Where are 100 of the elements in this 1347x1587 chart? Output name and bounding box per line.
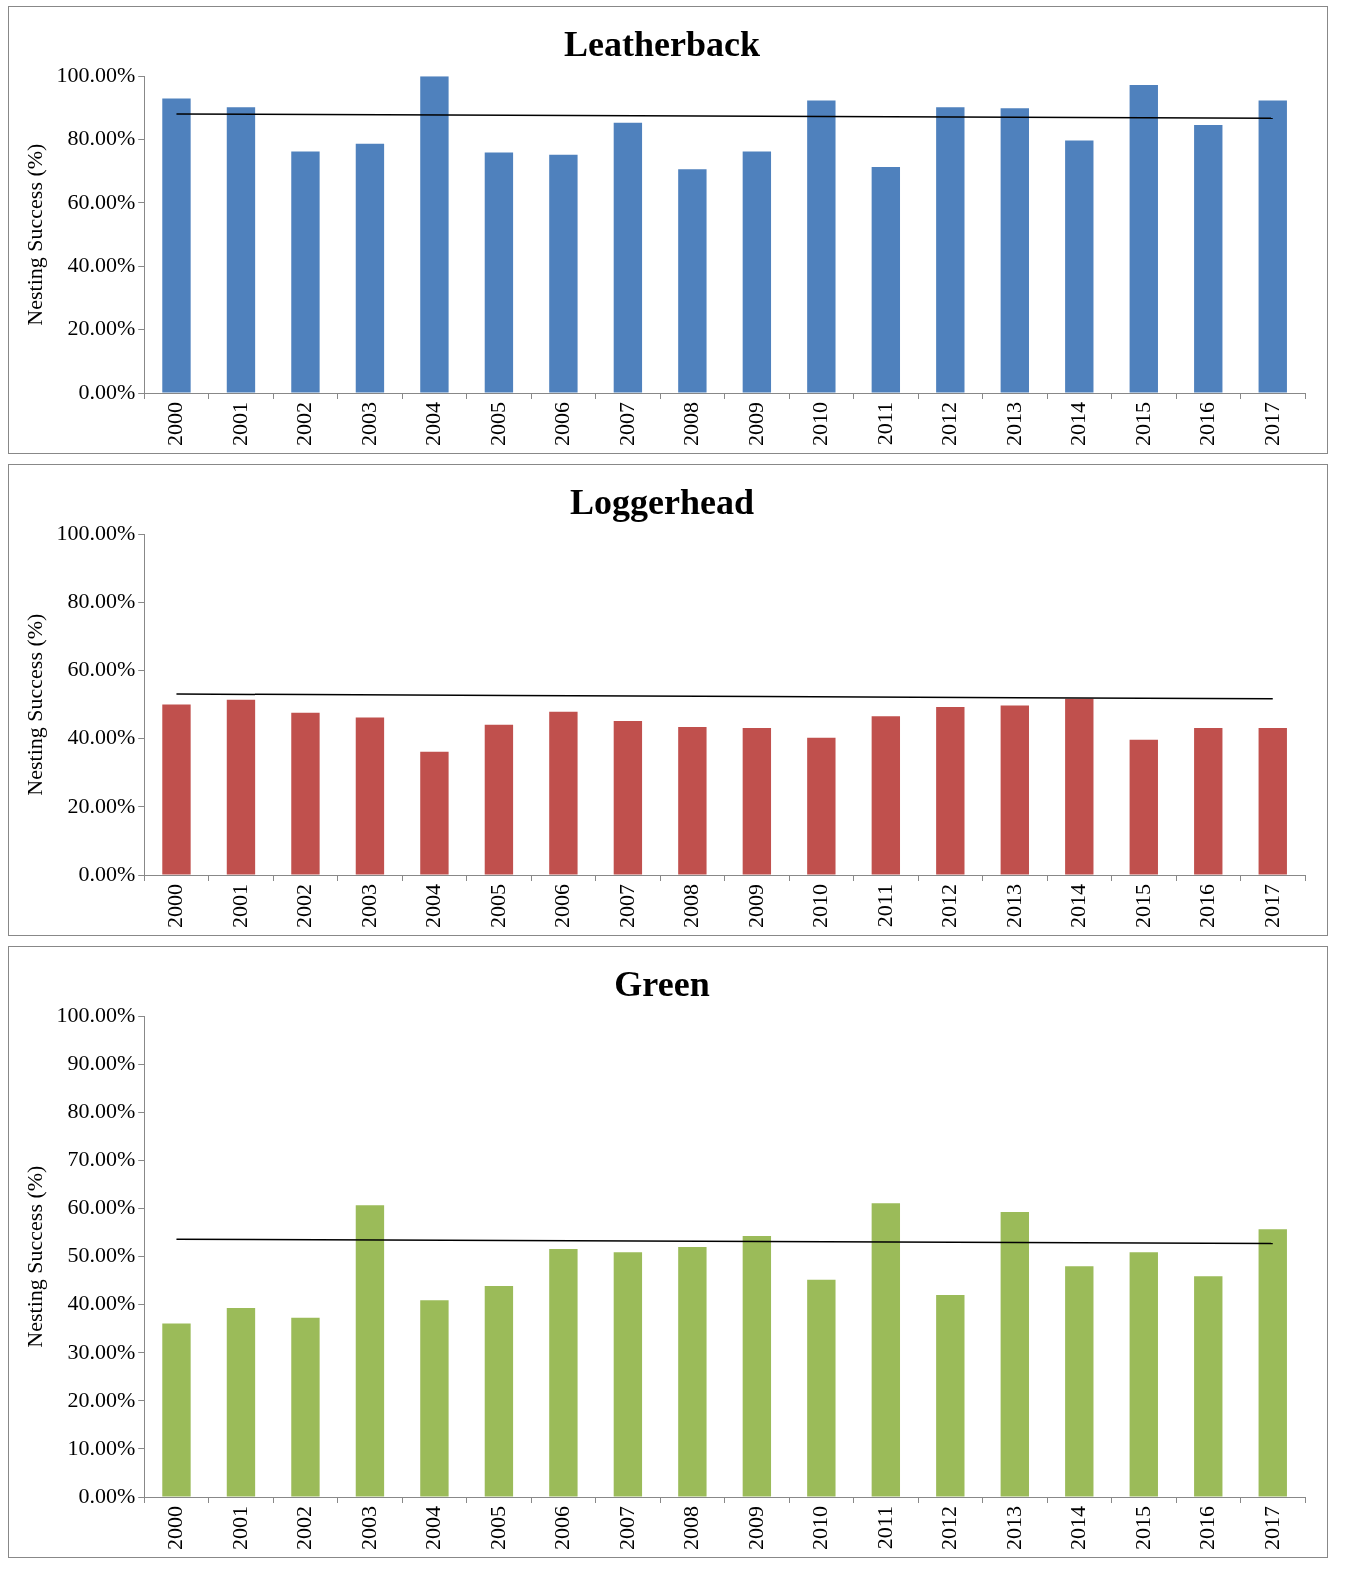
- y-tick-label: 40.00%: [67, 1290, 136, 1316]
- bar: [484, 1285, 514, 1497]
- y-tick-label: 60.00%: [67, 188, 136, 214]
- bar: [1258, 1229, 1287, 1497]
- x-tick-label: 2009: [742, 884, 768, 928]
- x-tick-label: 2011: [871, 402, 897, 446]
- x-tick-label: 2003: [355, 1506, 381, 1550]
- bar: [1000, 705, 1029, 875]
- bar: [226, 107, 256, 393]
- x-tick-label: 2007: [613, 1506, 639, 1550]
- x-tick-label: 2002: [291, 402, 317, 446]
- bar: [1258, 100, 1287, 393]
- y-tick-label: 80.00%: [67, 588, 136, 614]
- x-tick-label: 2016: [1194, 884, 1220, 928]
- y-tick-label: 0.00%: [78, 1482, 136, 1508]
- x-tick-label: 2007: [613, 884, 639, 928]
- bar: [742, 1235, 772, 1497]
- bar: [291, 1317, 320, 1497]
- x-tick-label: 2015: [1129, 402, 1155, 446]
- bar: [162, 1323, 191, 1497]
- bar: [1129, 1252, 1158, 1497]
- x-tick-label: 2009: [742, 402, 768, 446]
- bar: [484, 724, 514, 875]
- y-tick-label: 0.00%: [78, 378, 136, 404]
- x-tick-label: 2014: [1065, 402, 1091, 446]
- bar: [807, 737, 836, 875]
- bar: [936, 1295, 965, 1497]
- bar: [1194, 124, 1223, 393]
- bar: [613, 1252, 643, 1497]
- y-tick-label: 40.00%: [67, 252, 136, 278]
- x-tick-label: 2002: [291, 884, 317, 928]
- bar: [613, 720, 643, 875]
- x-tick-label: 2008: [678, 402, 704, 446]
- y-tick-label: 60.00%: [67, 656, 136, 682]
- x-tick-label: 2017: [1258, 884, 1284, 928]
- bar: [1194, 728, 1223, 875]
- bar: [613, 122, 643, 393]
- x-tick-label: 2004: [420, 1506, 446, 1550]
- x-tick-label: 2008: [678, 884, 704, 928]
- y-tick-label: 60.00%: [67, 1194, 136, 1220]
- x-tick-label: 2012: [936, 402, 962, 446]
- y-axis-title: Nesting Success (%): [21, 143, 47, 326]
- bar: [355, 717, 385, 875]
- y-axis-title: Nesting Success (%): [21, 1165, 47, 1348]
- y-tick-label: 100.00%: [56, 519, 136, 545]
- bar: [291, 712, 320, 875]
- x-tick-label: 2001: [226, 1506, 252, 1550]
- x-tick-label: 2005: [484, 402, 510, 446]
- x-tick-label: 2016: [1194, 402, 1220, 446]
- x-tick-label: 2004: [420, 884, 446, 928]
- x-tick-label: 2007: [613, 402, 639, 446]
- y-tick-label: 50.00%: [67, 1242, 136, 1268]
- x-tick-label: 2003: [355, 884, 381, 928]
- bar: [226, 699, 256, 875]
- bar: [871, 1203, 901, 1497]
- x-tick-label: 2005: [484, 884, 510, 928]
- bar: [1000, 108, 1029, 393]
- bar: [162, 98, 191, 393]
- x-tick-label: 2004: [420, 402, 446, 446]
- bar: [291, 151, 320, 393]
- x-tick-label: 2011: [871, 1506, 897, 1550]
- y-tick-label: 10.00%: [67, 1434, 136, 1460]
- x-tick-label: 2010: [807, 1506, 833, 1550]
- x-tick-label: 2008: [678, 1506, 704, 1550]
- bar: [549, 1248, 578, 1497]
- y-tick-label: 20.00%: [67, 1386, 136, 1412]
- x-tick-label: 2012: [936, 1506, 962, 1550]
- bar: [678, 169, 707, 393]
- chart-title: Green: [614, 963, 710, 1004]
- bar: [1000, 1211, 1029, 1497]
- y-tick-label: 80.00%: [67, 1098, 136, 1124]
- bar: [1065, 140, 1094, 393]
- x-tick-label: 2015: [1129, 1506, 1155, 1550]
- bar: [549, 154, 578, 393]
- y-tick-label: 0.00%: [78, 860, 136, 886]
- x-tick-label: 2002: [291, 1506, 317, 1550]
- bar: [226, 1308, 256, 1497]
- bar: [549, 711, 578, 875]
- bar: [1258, 728, 1287, 875]
- bar: [807, 100, 836, 393]
- chart-title: Leatherback: [564, 23, 760, 64]
- bar: [936, 107, 965, 393]
- x-tick-label: 2000: [162, 1506, 188, 1550]
- x-tick-label: 2011: [871, 884, 897, 928]
- x-tick-label: 2017: [1258, 402, 1284, 446]
- bar: [162, 704, 191, 875]
- x-tick-label: 2014: [1065, 884, 1091, 928]
- y-tick-label: 80.00%: [67, 125, 136, 151]
- bar: [355, 143, 385, 393]
- x-tick-label: 2006: [549, 1506, 575, 1550]
- x-tick-label: 2000: [162, 884, 188, 928]
- bar: [742, 728, 772, 875]
- y-tick-label: 40.00%: [67, 724, 136, 750]
- bar: [355, 1205, 385, 1497]
- bar: [420, 76, 449, 393]
- x-tick-label: 2006: [549, 402, 575, 446]
- bar: [936, 706, 965, 875]
- bar: [678, 1246, 707, 1497]
- x-tick-label: 2015: [1129, 884, 1155, 928]
- bar: [742, 151, 772, 393]
